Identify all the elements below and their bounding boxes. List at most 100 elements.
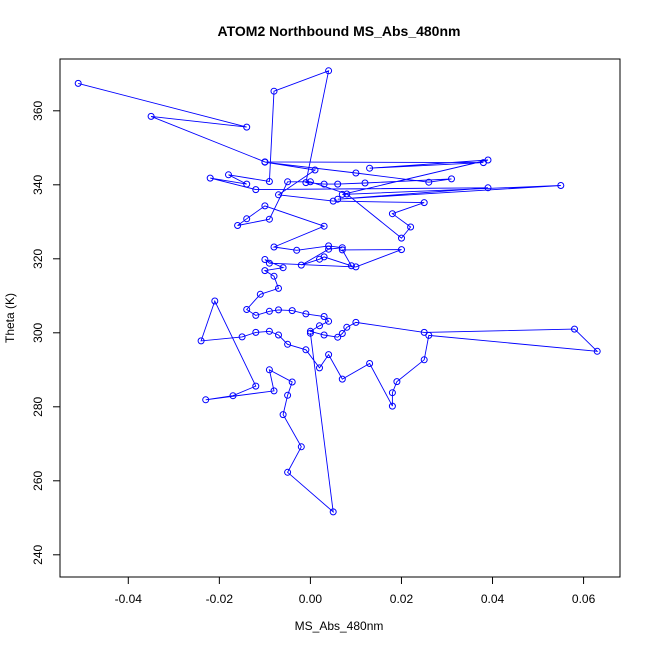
data-point [320, 253, 328, 261]
x-tick-label: 0.04 [481, 592, 505, 606]
data-point [316, 364, 323, 372]
data-point [302, 346, 310, 354]
data-point [425, 178, 433, 186]
y-tick-label: 240 [31, 544, 45, 564]
data-point [279, 264, 287, 272]
series-line [78, 70, 599, 514]
data-point [275, 306, 282, 314]
data-point [593, 347, 601, 355]
y-axis-label: Theta (K) [3, 293, 17, 343]
data-point [270, 87, 278, 95]
data-point [334, 195, 342, 203]
data-point [74, 79, 82, 87]
y-tick-label: 280 [31, 396, 45, 416]
data-point [325, 245, 333, 253]
data-point [284, 340, 292, 348]
data-point [398, 246, 405, 254]
data-point [407, 223, 415, 231]
data-point [316, 322, 323, 330]
data-point [557, 182, 565, 189]
data-point [197, 337, 205, 345]
data-point [338, 375, 346, 383]
data-point [238, 333, 246, 341]
data-point [484, 156, 492, 164]
data-point [320, 180, 328, 188]
data-point [306, 178, 314, 186]
x-axis-label: MS_Abs_480nm [295, 619, 384, 633]
data-point [211, 297, 219, 305]
series-points [74, 67, 601, 516]
x-axis: -0.04 -0.02 0.00 0.02 0.04 0.06 [115, 576, 596, 606]
data-point [338, 246, 346, 254]
data-point [320, 331, 328, 339]
y-axis: 240 260 280 300 320 340 360 [31, 100, 61, 565]
data-point [234, 222, 242, 229]
data-point [329, 197, 337, 205]
x-tick-label: -0.04 [115, 592, 143, 606]
data-point [393, 378, 401, 386]
data-point [306, 327, 314, 335]
x-tick-label: 0.00 [299, 592, 323, 606]
data-point [302, 310, 310, 318]
data-point [265, 259, 273, 267]
data-point [361, 179, 369, 187]
data-point [270, 272, 278, 280]
data-point [325, 351, 333, 359]
data-point [398, 234, 405, 242]
data-point [288, 378, 296, 386]
data-point [270, 387, 278, 395]
data-point [325, 67, 333, 75]
data-point [284, 391, 292, 399]
data-point [206, 174, 214, 182]
data-point [261, 202, 269, 210]
data-point [202, 396, 210, 404]
data-point [302, 179, 310, 187]
data-point [261, 158, 269, 166]
data-point [288, 307, 296, 315]
data-point [261, 256, 269, 263]
data-point [265, 178, 273, 185]
data-point [388, 402, 396, 410]
data-point [252, 186, 260, 194]
data-point [420, 199, 428, 207]
data-point [252, 311, 260, 319]
data-point [275, 284, 282, 292]
x-tick-label: 0.06 [572, 592, 596, 606]
data-point [311, 166, 319, 174]
data-point [265, 366, 273, 374]
data-point [256, 290, 264, 298]
data-point [571, 325, 578, 333]
data-point [270, 243, 278, 251]
y-tick-label: 320 [31, 248, 45, 268]
data-point [334, 180, 342, 188]
data-point [320, 313, 328, 320]
data-point [252, 382, 260, 390]
data-point [275, 331, 282, 339]
data-point [293, 246, 301, 254]
y-tick-label: 260 [31, 470, 45, 490]
data-point [352, 263, 360, 271]
data-point [329, 508, 337, 516]
data-point [325, 317, 333, 325]
data-point [334, 333, 342, 341]
data-point [338, 190, 346, 198]
data-point [243, 180, 251, 188]
data-point [284, 178, 292, 186]
data-point [338, 244, 346, 252]
data-point [265, 215, 273, 223]
data-point [284, 468, 292, 476]
data-point [297, 261, 305, 269]
data-point [484, 184, 492, 192]
data-point [243, 215, 251, 223]
y-tick-label: 300 [31, 322, 45, 342]
y-tick-label: 340 [31, 174, 45, 194]
data-point [275, 191, 282, 199]
data-point [425, 331, 433, 339]
data-point [320, 222, 328, 230]
data-point [261, 267, 269, 275]
data-point [306, 329, 314, 337]
data-point [388, 210, 396, 218]
data-point [352, 318, 360, 326]
data-point [265, 327, 273, 335]
